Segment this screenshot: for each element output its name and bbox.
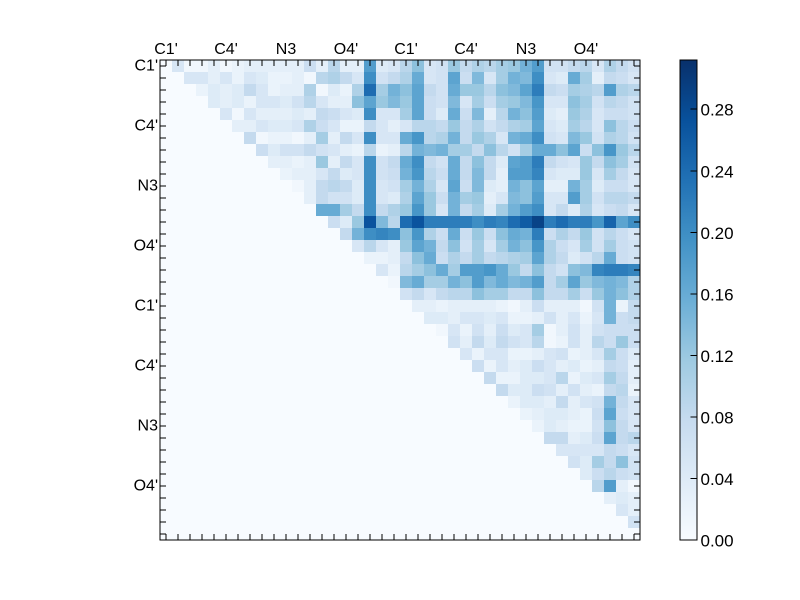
svg-text:0.24: 0.24 bbox=[701, 162, 734, 181]
svg-text:C4': C4' bbox=[134, 118, 158, 135]
svg-text:O4': O4' bbox=[134, 478, 158, 495]
svg-text:0.08: 0.08 bbox=[701, 408, 734, 427]
svg-text:C4': C4' bbox=[134, 358, 158, 375]
svg-text:C1': C1' bbox=[394, 41, 418, 58]
svg-text:C1': C1' bbox=[134, 298, 158, 315]
svg-text:N3: N3 bbox=[138, 418, 159, 435]
svg-text:N3: N3 bbox=[276, 41, 297, 58]
svg-text:0.20: 0.20 bbox=[701, 224, 734, 243]
svg-text:N3: N3 bbox=[138, 178, 159, 195]
svg-text:C4': C4' bbox=[214, 41, 238, 58]
svg-text:C4': C4' bbox=[454, 41, 478, 58]
svg-text:O4': O4' bbox=[134, 238, 158, 255]
svg-text:0.12: 0.12 bbox=[701, 347, 734, 366]
svg-text:0.28: 0.28 bbox=[701, 101, 734, 120]
svg-text:0.00: 0.00 bbox=[701, 532, 734, 551]
svg-text:0.16: 0.16 bbox=[701, 285, 734, 304]
svg-text:0.04: 0.04 bbox=[701, 470, 734, 489]
svg-text:C1': C1' bbox=[134, 58, 158, 75]
svg-text:N3: N3 bbox=[516, 41, 537, 58]
svg-text:O4': O4' bbox=[574, 41, 598, 58]
svg-text:O4': O4' bbox=[334, 41, 358, 58]
svg-text:C1': C1' bbox=[154, 41, 178, 58]
